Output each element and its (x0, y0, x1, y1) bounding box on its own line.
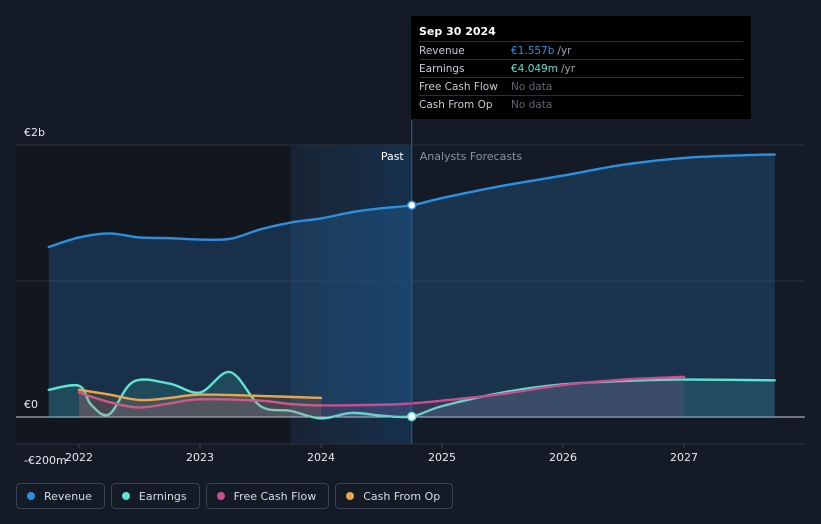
free-cash-flow-area (79, 376, 684, 417)
legend-item-cash-from-op[interactable]: Cash From Op (335, 483, 454, 509)
x-tick-label: 2023 (186, 451, 214, 464)
highlight-region (290, 145, 412, 444)
tooltip-row: Cash From Op No data (419, 95, 743, 113)
x-tick-label: 2026 (549, 451, 577, 464)
tooltip-row-label: Free Cash Flow (419, 80, 498, 93)
legend-label: Earnings (138, 489, 187, 503)
tooltip-row-label: Revenue (419, 44, 465, 57)
cash-from-op-line (77, 388, 323, 402)
x-tick-label: 2027 (670, 451, 698, 464)
past-region (16, 145, 291, 444)
revenue-marker (407, 200, 417, 210)
legend-dot-icon (216, 492, 225, 500)
y-tick-label: €2b (24, 126, 45, 139)
x-tick-label: 2025 (428, 451, 456, 464)
y-tick-label: -€200m (24, 454, 67, 467)
x-tick-label: 2024 (307, 451, 335, 464)
tooltip: Sep 30 2024 Revenue €1.557b/yr Earnings €4.… (411, 16, 751, 119)
earnings-marker (407, 411, 417, 422)
legend-label: Cash From Op (363, 489, 441, 503)
tooltip-date: Sep 30 2024 (419, 25, 496, 38)
tooltip-row-value: No data (511, 80, 553, 93)
y-tick-label: €0 (24, 398, 38, 411)
legend-label: Revenue (44, 489, 92, 503)
tooltip-row: Free Cash Flow No data (419, 77, 743, 95)
legend-dot-icon (346, 492, 355, 500)
legend-dot-icon (27, 492, 35, 500)
tooltip-row-value: No data (511, 98, 553, 111)
tooltip-row-unit: /yr (560, 62, 576, 75)
legend-item-free-cash-flow[interactable]: Free Cash Flow (205, 483, 330, 509)
tooltip-row-label: Earnings (419, 62, 465, 75)
earnings-area (48, 371, 775, 419)
tooltip-row-unit: /yr (557, 44, 572, 57)
tooltip-row-value: €4.049m (511, 62, 558, 75)
past-label: Past (381, 150, 405, 163)
tooltip-row: Revenue €1.557b/yr (419, 41, 743, 59)
tooltip-row: Earnings €4.049m/yr (419, 59, 743, 77)
legend-dot-icon (121, 492, 130, 500)
free-cash-flow-line (77, 375, 686, 409)
tooltip-row-value: €1.557b (511, 44, 555, 57)
legend-item-earnings[interactable]: Earnings (110, 483, 200, 509)
legend-item-revenue[interactable]: Revenue (16, 483, 105, 509)
legend: Revenue Earnings Free Cash Flow Cash From O… (16, 483, 454, 509)
revenue-line (47, 153, 776, 249)
forecast-label: Analysts Forecasts (420, 150, 523, 163)
tooltip-row-label: Cash From Op (419, 98, 493, 111)
x-tick-label: 2022 (65, 451, 93, 464)
legend-label: Free Cash Flow (233, 489, 317, 503)
